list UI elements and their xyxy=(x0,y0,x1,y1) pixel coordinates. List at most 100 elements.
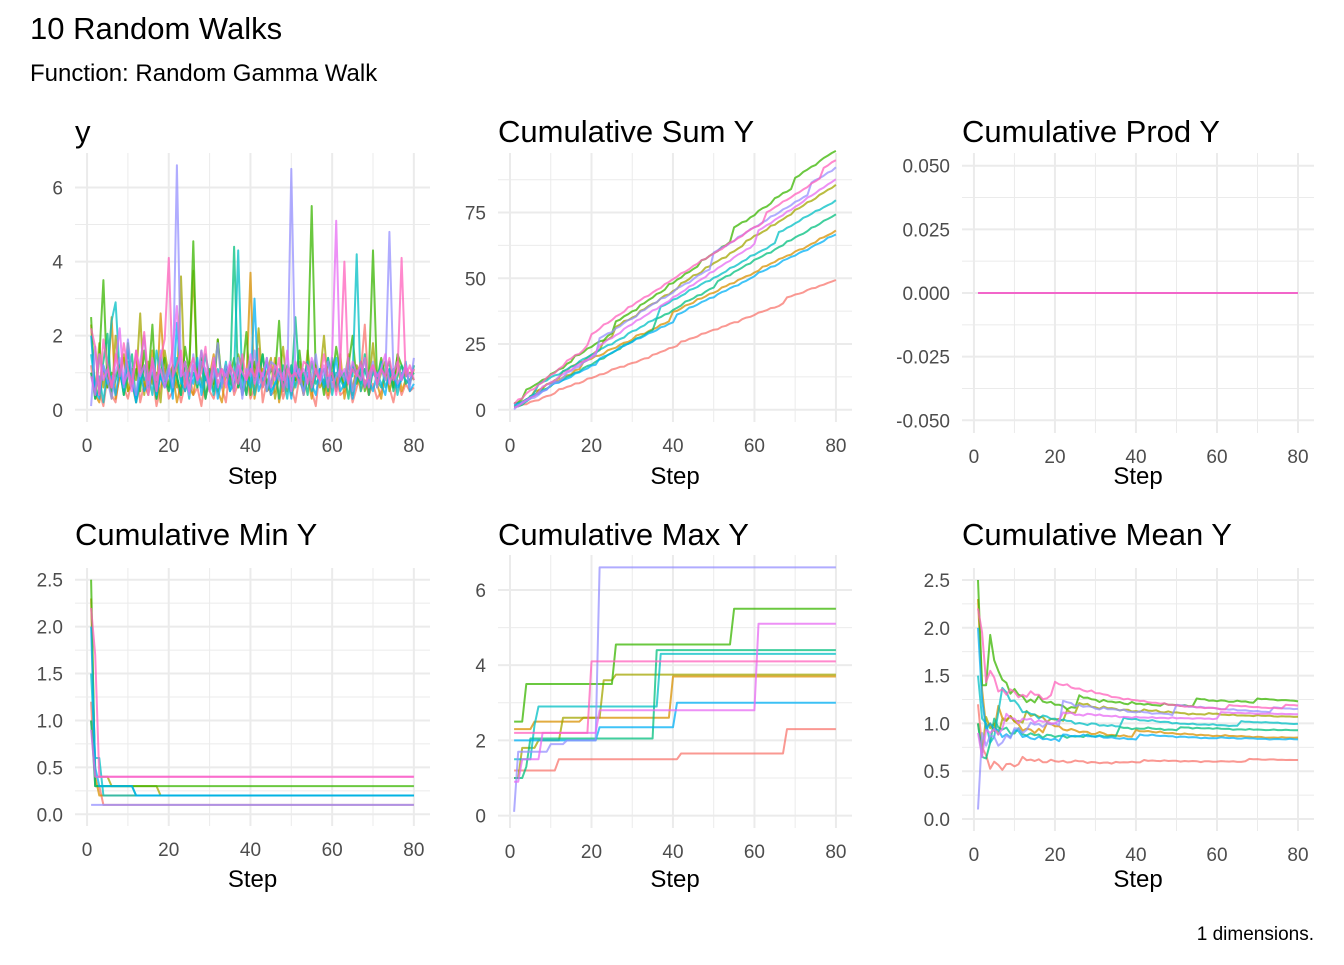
y-tick-label: 2 xyxy=(52,327,63,348)
y-tick-label: 6 xyxy=(475,581,486,602)
y-tick-label: -0.050 xyxy=(896,411,950,432)
y-tick-label: 0.5 xyxy=(924,762,950,783)
y-tick-label: 1.5 xyxy=(924,667,950,688)
y-tick-label: 25 xyxy=(465,335,486,356)
y-tick-label: 0.5 xyxy=(37,758,63,779)
y-tick-label: 0.0 xyxy=(37,805,63,826)
y-tick-label: 2.0 xyxy=(924,619,950,640)
panel-title: y xyxy=(75,114,91,149)
x-tick-label: 60 xyxy=(322,436,343,457)
chart-subtitle: Function: Random Gamma Walk xyxy=(30,60,378,87)
series-line-3 xyxy=(90,720,414,797)
y-tick-label: 1.0 xyxy=(924,714,950,735)
y-tick-label: 50 xyxy=(465,269,486,290)
series-line-2 xyxy=(977,599,1299,739)
x-tick-label: 20 xyxy=(158,436,179,457)
y-tick-label: 0.000 xyxy=(902,284,950,305)
panel-title: Cumulative Min Y xyxy=(75,517,317,552)
series-line-6 xyxy=(514,652,836,761)
series-line-1 xyxy=(90,701,414,806)
panel-1: 0 20 40 60 80 0 2 4 6 y Step xyxy=(52,114,430,490)
y-tick-label: 75 xyxy=(465,204,486,225)
series-line-2 xyxy=(514,675,836,731)
series-line-8 xyxy=(977,699,1299,810)
x-tick-label: 0 xyxy=(82,840,93,861)
y-tick-label: 0.025 xyxy=(902,220,950,241)
series-line-7 xyxy=(977,627,1299,743)
series-line-1 xyxy=(977,704,1298,771)
y-tick-label: 0 xyxy=(475,807,486,828)
series-line-9 xyxy=(977,711,1298,758)
x-tick-label: 40 xyxy=(662,436,683,457)
x-tick-label: 20 xyxy=(158,840,179,861)
x-tick-label: 20 xyxy=(581,436,602,457)
x-tick-label: 40 xyxy=(240,840,261,861)
x-tick-label: 0 xyxy=(969,845,980,866)
y-tick-label: -0.025 xyxy=(896,348,950,369)
series-line-3 xyxy=(514,673,836,779)
panel-2: 0 20 40 60 80 0 25 50 75 Cumulative Sum Y Step xyxy=(465,114,852,490)
series-line-9 xyxy=(90,729,414,778)
x-tick-label: 60 xyxy=(1206,845,1227,866)
series-line-4 xyxy=(90,579,414,788)
x-tick-label: 20 xyxy=(581,842,602,863)
x-tick-label: 80 xyxy=(1287,845,1308,866)
series-line-4 xyxy=(977,579,1299,711)
x-tick-label: 0 xyxy=(969,447,980,468)
x-tick-label: 20 xyxy=(1044,845,1065,866)
series-line-8 xyxy=(513,566,836,812)
series-line-5 xyxy=(513,213,837,409)
y-tick-label: 1.5 xyxy=(37,665,63,686)
x-tick-label: 60 xyxy=(744,842,765,863)
panel-title: Cumulative Mean Y xyxy=(962,517,1232,552)
x-tick-label: 40 xyxy=(240,436,261,457)
x-tick-label: 0 xyxy=(505,436,516,457)
x-tick-label: 40 xyxy=(662,842,683,863)
series-line-1 xyxy=(514,728,836,772)
panel-title: Cumulative Sum Y xyxy=(498,114,754,149)
panel-6: 0 20 40 60 80 0.0 0.5 1.0 1.5 2.0 2.5 Cumulative Me… xyxy=(924,517,1314,893)
y-tick-label: 0.050 xyxy=(902,157,950,178)
y-tick-label: 2.5 xyxy=(924,571,950,592)
series-line-4 xyxy=(514,607,836,723)
y-tick-label: 4 xyxy=(475,656,486,677)
series-line-10 xyxy=(90,256,415,396)
series-line-1 xyxy=(513,279,837,408)
y-tick-label: 1.0 xyxy=(37,711,63,732)
series-line-5 xyxy=(514,649,836,779)
series-line-4 xyxy=(513,150,837,405)
series-line-7 xyxy=(90,626,414,797)
x-tick-label: 80 xyxy=(403,840,424,861)
series-line-6 xyxy=(513,199,837,407)
x-tick-label: 20 xyxy=(1044,447,1065,468)
panel-title: Cumulative Prod Y xyxy=(962,114,1220,149)
series-line-5 xyxy=(90,720,414,797)
y-tick-label: 2 xyxy=(475,731,486,752)
series-line-2 xyxy=(513,229,837,405)
chart-caption: 1 dimensions. xyxy=(1197,924,1314,945)
x-tick-label: 80 xyxy=(1287,447,1308,468)
x-axis-title: Step xyxy=(228,866,277,893)
series-line-6 xyxy=(977,675,1299,744)
x-axis-title: Step xyxy=(650,463,699,490)
series-line-10 xyxy=(513,159,837,405)
x-axis-title: Step xyxy=(1113,463,1162,490)
y-tick-label: 6 xyxy=(52,178,63,199)
y-tick-label: 0.0 xyxy=(924,810,950,831)
x-tick-label: 80 xyxy=(825,436,846,457)
x-tick-label: 60 xyxy=(744,436,765,457)
series-line-10 xyxy=(514,660,836,734)
x-axis-title: Step xyxy=(228,463,277,490)
x-tick-label: 0 xyxy=(505,842,516,863)
panel-4: 0 20 40 60 80 0.0 0.5 1.0 1.5 2.0 2.5 Cumulative Mi… xyxy=(37,517,430,893)
series-line-10 xyxy=(977,608,1299,711)
series-line-7 xyxy=(513,233,837,406)
series-line-5 xyxy=(977,717,1298,760)
series-line-9 xyxy=(513,178,837,409)
series-line-8 xyxy=(513,166,837,411)
panel-3: 0 20 40 60 80 -0.050 -0.025 0.000 0.025 0.050 Cumu… xyxy=(896,114,1314,490)
x-tick-label: 60 xyxy=(1206,447,1227,468)
x-tick-label: 40 xyxy=(1125,447,1146,468)
